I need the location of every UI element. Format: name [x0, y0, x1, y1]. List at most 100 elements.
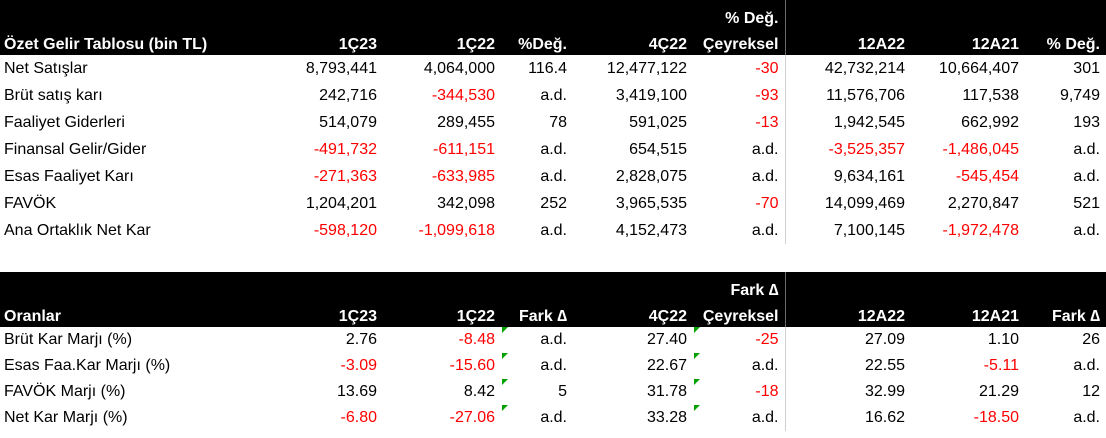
cell: -611,151: [433, 140, 495, 158]
cell: 32.99: [784, 379, 911, 405]
table-row: FAVÖK 1,204,201 342,098 252 3,965,535 -7…: [0, 190, 1106, 217]
table-row: Brüt Kar Marjı (%) 2.76 -8.48 a.d. 27.40…: [0, 327, 1106, 353]
ratios-header-top: Fark ∆: [0, 272, 1106, 301]
cell: a.d.: [1073, 221, 1100, 239]
cell: 3,419,100: [615, 86, 687, 104]
col-header-1q22: 1Ç22: [383, 301, 501, 327]
cell: -6.80: [340, 409, 377, 426]
col-header-quarterly: Çeyreksel: [693, 29, 785, 55]
cell: 8.42: [463, 383, 495, 400]
cell: 3,965,535: [615, 194, 687, 212]
cell: -1,099,618: [418, 221, 495, 239]
cell: -5.11: [983, 357, 1019, 374]
col-header-4q22: 4Ç22: [573, 29, 693, 55]
cell: 26: [1082, 331, 1100, 348]
cell: 521: [1073, 194, 1100, 212]
cell: 33.28: [646, 409, 687, 426]
table-row: Net Kar Marjı (%) -6.80 -27.06 a.d. 33.2…: [0, 405, 1106, 431]
cell: 78: [549, 113, 567, 131]
cell: 10,664,407: [938, 59, 1019, 77]
cell: 12: [1082, 383, 1100, 400]
cell: 252: [540, 194, 567, 212]
cell: -13: [755, 113, 779, 131]
ratios-header: Oranlar 1Ç23 1Ç22 Fark ∆ 4Ç22 Çeyreksel …: [0, 301, 1106, 327]
cell: 4,064,000: [423, 59, 495, 77]
table-gap: [0, 244, 1106, 272]
cell: 2,828,075: [615, 167, 687, 185]
cell: a.d.: [751, 167, 779, 185]
row-label: Ana Ortaklık Net Kar: [4, 221, 151, 239]
cell: 662,992: [961, 113, 1019, 131]
cell: -27.06: [449, 409, 495, 426]
cell: -15.60: [449, 357, 495, 374]
cell: 9,634,161: [784, 163, 911, 190]
table-row: Esas Faaliyet Karı -271,363 -633,985 a.d…: [0, 163, 1106, 190]
cell: 242,716: [319, 86, 377, 104]
cell: -271,363: [313, 167, 377, 185]
cell: 342,098: [437, 194, 495, 212]
row-label: FAVÖK Marjı (%): [4, 383, 126, 400]
cell: 8,793,441: [305, 59, 377, 77]
col-header-12a22: 12A22: [784, 29, 911, 55]
cell: 1,204,201: [305, 194, 377, 212]
cell: -30: [755, 59, 779, 77]
cell: a.d.: [693, 353, 785, 379]
cell: -93: [755, 86, 779, 104]
col-header-12a21: 12A21: [911, 29, 1025, 55]
cell: -491,732: [313, 140, 377, 158]
cell: 514,079: [319, 113, 377, 131]
cell: -18.50: [973, 409, 1019, 426]
cell: 289,455: [437, 113, 495, 131]
cell: -8.48: [458, 331, 495, 348]
cell: -545,454: [955, 167, 1019, 185]
cell: 22.67: [646, 357, 687, 374]
col-header-1q23: 1Ç23: [268, 301, 383, 327]
cell: -1,972,478: [942, 221, 1019, 239]
cell: 117,538: [962, 86, 1019, 104]
cell: 12,477,122: [606, 59, 687, 77]
cell: 9,749: [1059, 86, 1100, 104]
cell: 4,152,473: [615, 221, 687, 239]
cell: -633,985: [431, 167, 495, 185]
table-row: Esas Faa.Kar Marjı (%) -3.09 -15.60 a.d.…: [0, 353, 1106, 379]
col-header-12a22: 12A22: [784, 301, 911, 327]
cell: 42,732,214: [784, 55, 911, 82]
cell: a.d.: [540, 140, 567, 158]
row-label: Finansal Gelir/Gider: [4, 140, 147, 158]
col-header-1q22: 1Ç22: [383, 29, 501, 55]
cell: 1.10: [987, 331, 1019, 348]
cell: a.d.: [751, 221, 779, 239]
ratios-qoq-header-top: Fark ∆: [693, 272, 785, 301]
col-header-12a21: 12A21: [911, 301, 1025, 327]
table-row: Ana Ortaklık Net Kar -598,120 -1,099,618…: [0, 217, 1106, 244]
cell: -70: [755, 194, 779, 212]
cell: -344,530: [431, 86, 495, 104]
cell: 2,270,847: [947, 194, 1019, 212]
row-label: Net Kar Marjı (%): [4, 409, 128, 426]
cell: a.d.: [1073, 140, 1100, 158]
cell: a.d.: [540, 86, 567, 104]
income-header: Özet Gelir Tablosu (bin TL) 1Ç23 1Ç22 %D…: [0, 29, 1106, 55]
cell: a.d.: [751, 140, 779, 158]
table-row: Brüt satış karı 242,716 -344,530 a.d. 3,…: [0, 82, 1106, 109]
col-header-4q22: 4Ç22: [573, 301, 693, 327]
cell: 11,576,706: [784, 82, 911, 109]
income-qoq-header-top: % Değ.: [693, 0, 785, 29]
ratios-table-title: Oranlar: [0, 301, 268, 327]
income-header-top: % Değ.: [0, 0, 1106, 29]
cell: 193: [1073, 113, 1100, 131]
cell: 654,515: [629, 140, 687, 158]
table-row: Net Satışlar 8,793,441 4,064,000 116.4 1…: [0, 55, 1106, 82]
cell: a.d.: [501, 405, 573, 431]
row-label: Esas Faaliyet Karı: [4, 167, 134, 185]
cell: 31.78: [646, 383, 687, 400]
col-header-annual-change: % Değ.: [1025, 29, 1106, 55]
col-header-yoy-change: %Değ.: [501, 29, 573, 55]
row-label: Brüt satış karı: [4, 86, 103, 104]
income-table-title: Özet Gelir Tablosu (bin TL): [0, 29, 268, 55]
cell: 7,100,145: [784, 217, 911, 244]
cell: 1,942,545: [784, 109, 911, 136]
table-row: Faaliyet Giderleri 514,079 289,455 78 59…: [0, 109, 1106, 136]
cell: 5: [501, 379, 573, 405]
